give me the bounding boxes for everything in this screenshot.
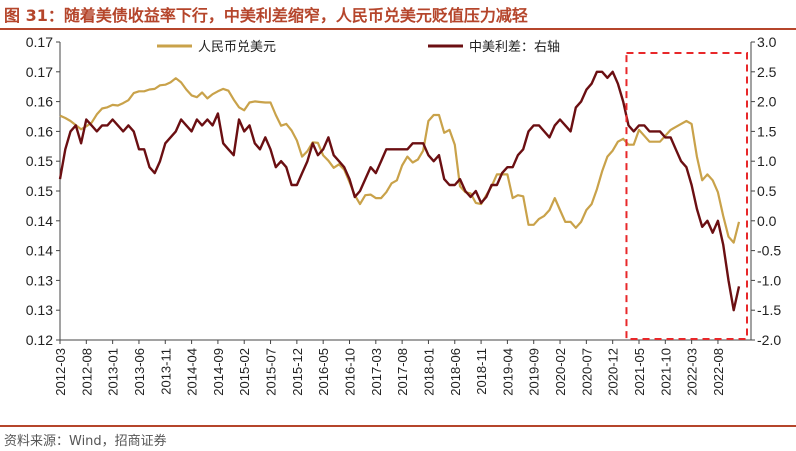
x-tick-label: 2015-07	[264, 348, 279, 396]
x-tick-label: 2016-05	[316, 348, 331, 396]
right-axis: 3.0 2.5 2.0 1.5 1.0 0.5 0.0 -0.5 -1.0 -1.5 -2.0	[750, 34, 781, 348]
x-tick-label: 2022-08	[711, 348, 726, 396]
left-axis: 0.17 0.17 0.16 0.16 0.15 0.15 0.14 0.14 0.13 0.13…	[26, 34, 61, 348]
right-tick-label: -0.5	[757, 243, 781, 259]
x-tick-label: 2017-08	[395, 348, 410, 396]
right-tick-label: -1.0	[757, 272, 781, 288]
x-tick-label: 2018-11	[474, 348, 489, 395]
x-tick-label: 2018-01	[421, 348, 436, 396]
series-line-spread	[58, 70, 741, 312]
chart-title: 图 31：随着美债收益率下行，中美利差缩窄，人民币兑美元贬值压力减轻	[4, 6, 528, 25]
right-tick-label: 0.5	[757, 183, 777, 199]
left-tick-label: 0.17	[26, 64, 53, 80]
left-tick-label: 0.13	[26, 302, 53, 318]
left-tick-label: 0.16	[26, 123, 53, 139]
x-tick-label: 2015-02	[237, 348, 252, 396]
x-tick-label: 2013-06	[132, 348, 147, 396]
highlight-box	[625, 52, 748, 340]
source-divider	[0, 425, 796, 427]
x-tick-label: 2022-03	[685, 348, 700, 396]
x-tick-label: 2013-01	[106, 348, 121, 396]
legend-label-spread: 中美利差：右轴	[469, 39, 560, 54]
series-line-cny	[59, 77, 741, 244]
left-tick-label: 0.16	[26, 94, 53, 110]
source-note: 资料来源：Wind，招商证券	[4, 434, 167, 449]
left-tick-label: 0.15	[26, 153, 53, 169]
x-tick-label: 2021-05	[632, 348, 647, 396]
x-tick-label: 2016-10	[342, 348, 357, 396]
x-tick-label: 2021-10	[658, 348, 673, 396]
right-tick-label: 2.0	[757, 94, 777, 110]
left-tick-label: 0.17	[26, 34, 53, 50]
x-tick-label: 2014-09	[211, 348, 226, 396]
left-tick-label: 0.13	[26, 272, 53, 288]
left-tick-label: 0.15	[26, 183, 53, 199]
right-tick-label: 1.0	[757, 153, 777, 169]
title-divider	[0, 28, 796, 30]
x-tick-label: 2019-04	[500, 348, 515, 396]
left-tick-label: 0.14	[26, 243, 53, 259]
right-tick-label: -2.0	[757, 332, 781, 348]
x-tick-label: 2020-02	[553, 348, 568, 396]
x-tick-label: 2013-11	[158, 348, 173, 395]
legend-label-cny: 人民币兑美元	[198, 39, 276, 54]
right-tick-label: 0.0	[757, 213, 777, 229]
x-tick-label: 2017-03	[369, 348, 384, 396]
x-tick-label: 2019-09	[527, 348, 542, 396]
right-tick-label: 2.5	[757, 64, 777, 80]
x-axis: 2012-03 2012-08 2013-01 2013-06 2013-11 2014-…	[53, 339, 751, 396]
right-tick-label: -1.5	[757, 302, 781, 318]
x-tick-label: 2012-08	[79, 348, 94, 396]
legend: 人民币兑美元 中美利差：右轴	[157, 39, 560, 54]
left-tick-label: 0.14	[26, 213, 53, 229]
right-tick-label: 3.0	[757, 34, 777, 50]
x-tick-label: 2020-07	[579, 348, 594, 396]
series-layer	[58, 70, 741, 312]
x-tick-label: 2015-12	[290, 348, 305, 396]
x-tick-label: 2014-04	[185, 348, 200, 396]
x-tick-label: 2018-06	[448, 348, 463, 396]
right-tick-label: 1.5	[757, 123, 777, 139]
left-tick-label: 0.12	[26, 332, 53, 348]
x-tick-label: 2020-12	[606, 348, 621, 396]
x-tick-label: 2012-03	[53, 348, 68, 396]
